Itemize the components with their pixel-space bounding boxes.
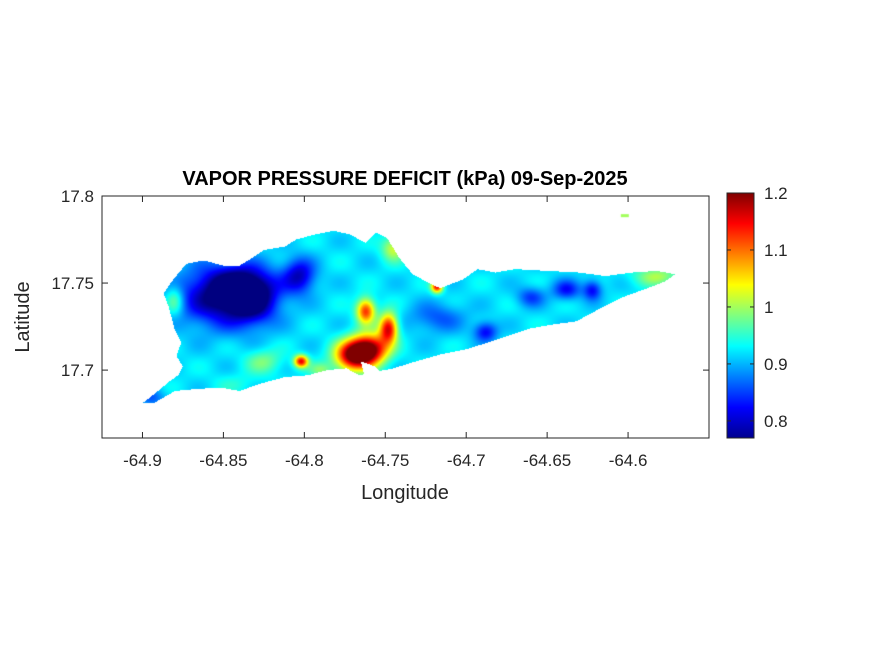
map-axes: -64.9 -64.85 -64.8 -64.75 -64.7 -64.65 -64.6 1… — [51, 187, 710, 470]
x-axis-ticks: -64.9 -64.85 -64.8 -64.75 -64.7 -64.65 -64.6 — [123, 196, 647, 470]
colorbar-tick-label: 1 — [764, 298, 773, 317]
y-tick-label: 17.7 — [61, 361, 94, 380]
y-tick-label: 17.8 — [61, 187, 94, 206]
x-tick-label: -64.8 — [285, 451, 324, 470]
y-axis-label: Latitude — [12, 281, 34, 352]
colorbar: 1.2 1.1 1 0.9 0.8 — [726, 184, 788, 439]
x-tick-label: -64.75 — [361, 451, 409, 470]
x-tick-label: -64.85 — [199, 451, 247, 470]
colorbar-tick-label: 0.9 — [764, 355, 788, 374]
colorbar-tick-label: 0.8 — [764, 412, 788, 431]
y-axis-ticks: 17.8 17.75 17.7 — [51, 187, 709, 380]
colorbar-tick-label: 1.1 — [764, 241, 788, 260]
colorbar-tick-label: 1.2 — [764, 184, 788, 203]
x-tick-label: -64.6 — [609, 451, 648, 470]
chart-title: VAPOR PRESSURE DEFICIT (kPa) 09-Sep-2025 — [182, 168, 627, 190]
x-axis-label: Longitude — [361, 482, 449, 504]
vpd-field-raster — [102, 196, 709, 438]
axes-frame — [101, 195, 710, 439]
colorbar-gradient — [726, 192, 755, 439]
x-tick-label: -64.9 — [123, 451, 162, 470]
x-tick-label: -64.7 — [447, 451, 486, 470]
y-tick-label: 17.75 — [51, 274, 94, 293]
x-tick-label: -64.65 — [523, 451, 571, 470]
colorbar-ticks: 1.2 1.1 1 0.9 0.8 — [727, 184, 788, 431]
vpd-field-container — [102, 196, 709, 438]
